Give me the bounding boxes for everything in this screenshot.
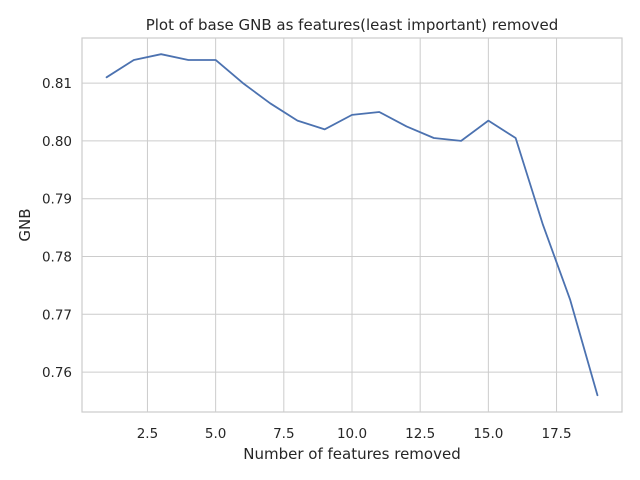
y-tick-label: 0.77	[42, 307, 72, 323]
y-tick-label: 0.78	[42, 250, 72, 266]
x-tick-label: 7.5	[273, 426, 294, 442]
x-tick-label: 12.5	[405, 426, 435, 442]
grid	[82, 38, 622, 412]
x-tick-label: 17.5	[542, 426, 572, 442]
series-layer	[105, 53, 599, 397]
series-line-0	[105, 53, 599, 397]
y-tick-labels: 0.76 0.77 0.78 0.79 0.80 0.81	[42, 76, 72, 381]
y-tick-label: 0.80	[42, 134, 72, 150]
y-tick-label: 0.79	[42, 192, 72, 208]
x-tick-label: 2.5	[137, 426, 158, 442]
x-tick-label: 10.0	[337, 426, 367, 442]
y-tick-label: 0.76	[42, 365, 72, 381]
x-tick-label: 5.0	[205, 426, 226, 442]
x-tick-label: 15.0	[473, 426, 503, 442]
x-tick-labels: 2.5 5.0 7.5 10.0 12.5 15.0 17.5	[137, 426, 572, 442]
y-tick-label: 0.81	[42, 76, 72, 92]
chart-title: Plot of base GNB as features(least impor…	[146, 16, 559, 34]
plot-area-frame	[81, 37, 623, 413]
x-axis-label: Number of features removed	[243, 445, 460, 463]
y-axis-label: GNB	[16, 208, 34, 241]
